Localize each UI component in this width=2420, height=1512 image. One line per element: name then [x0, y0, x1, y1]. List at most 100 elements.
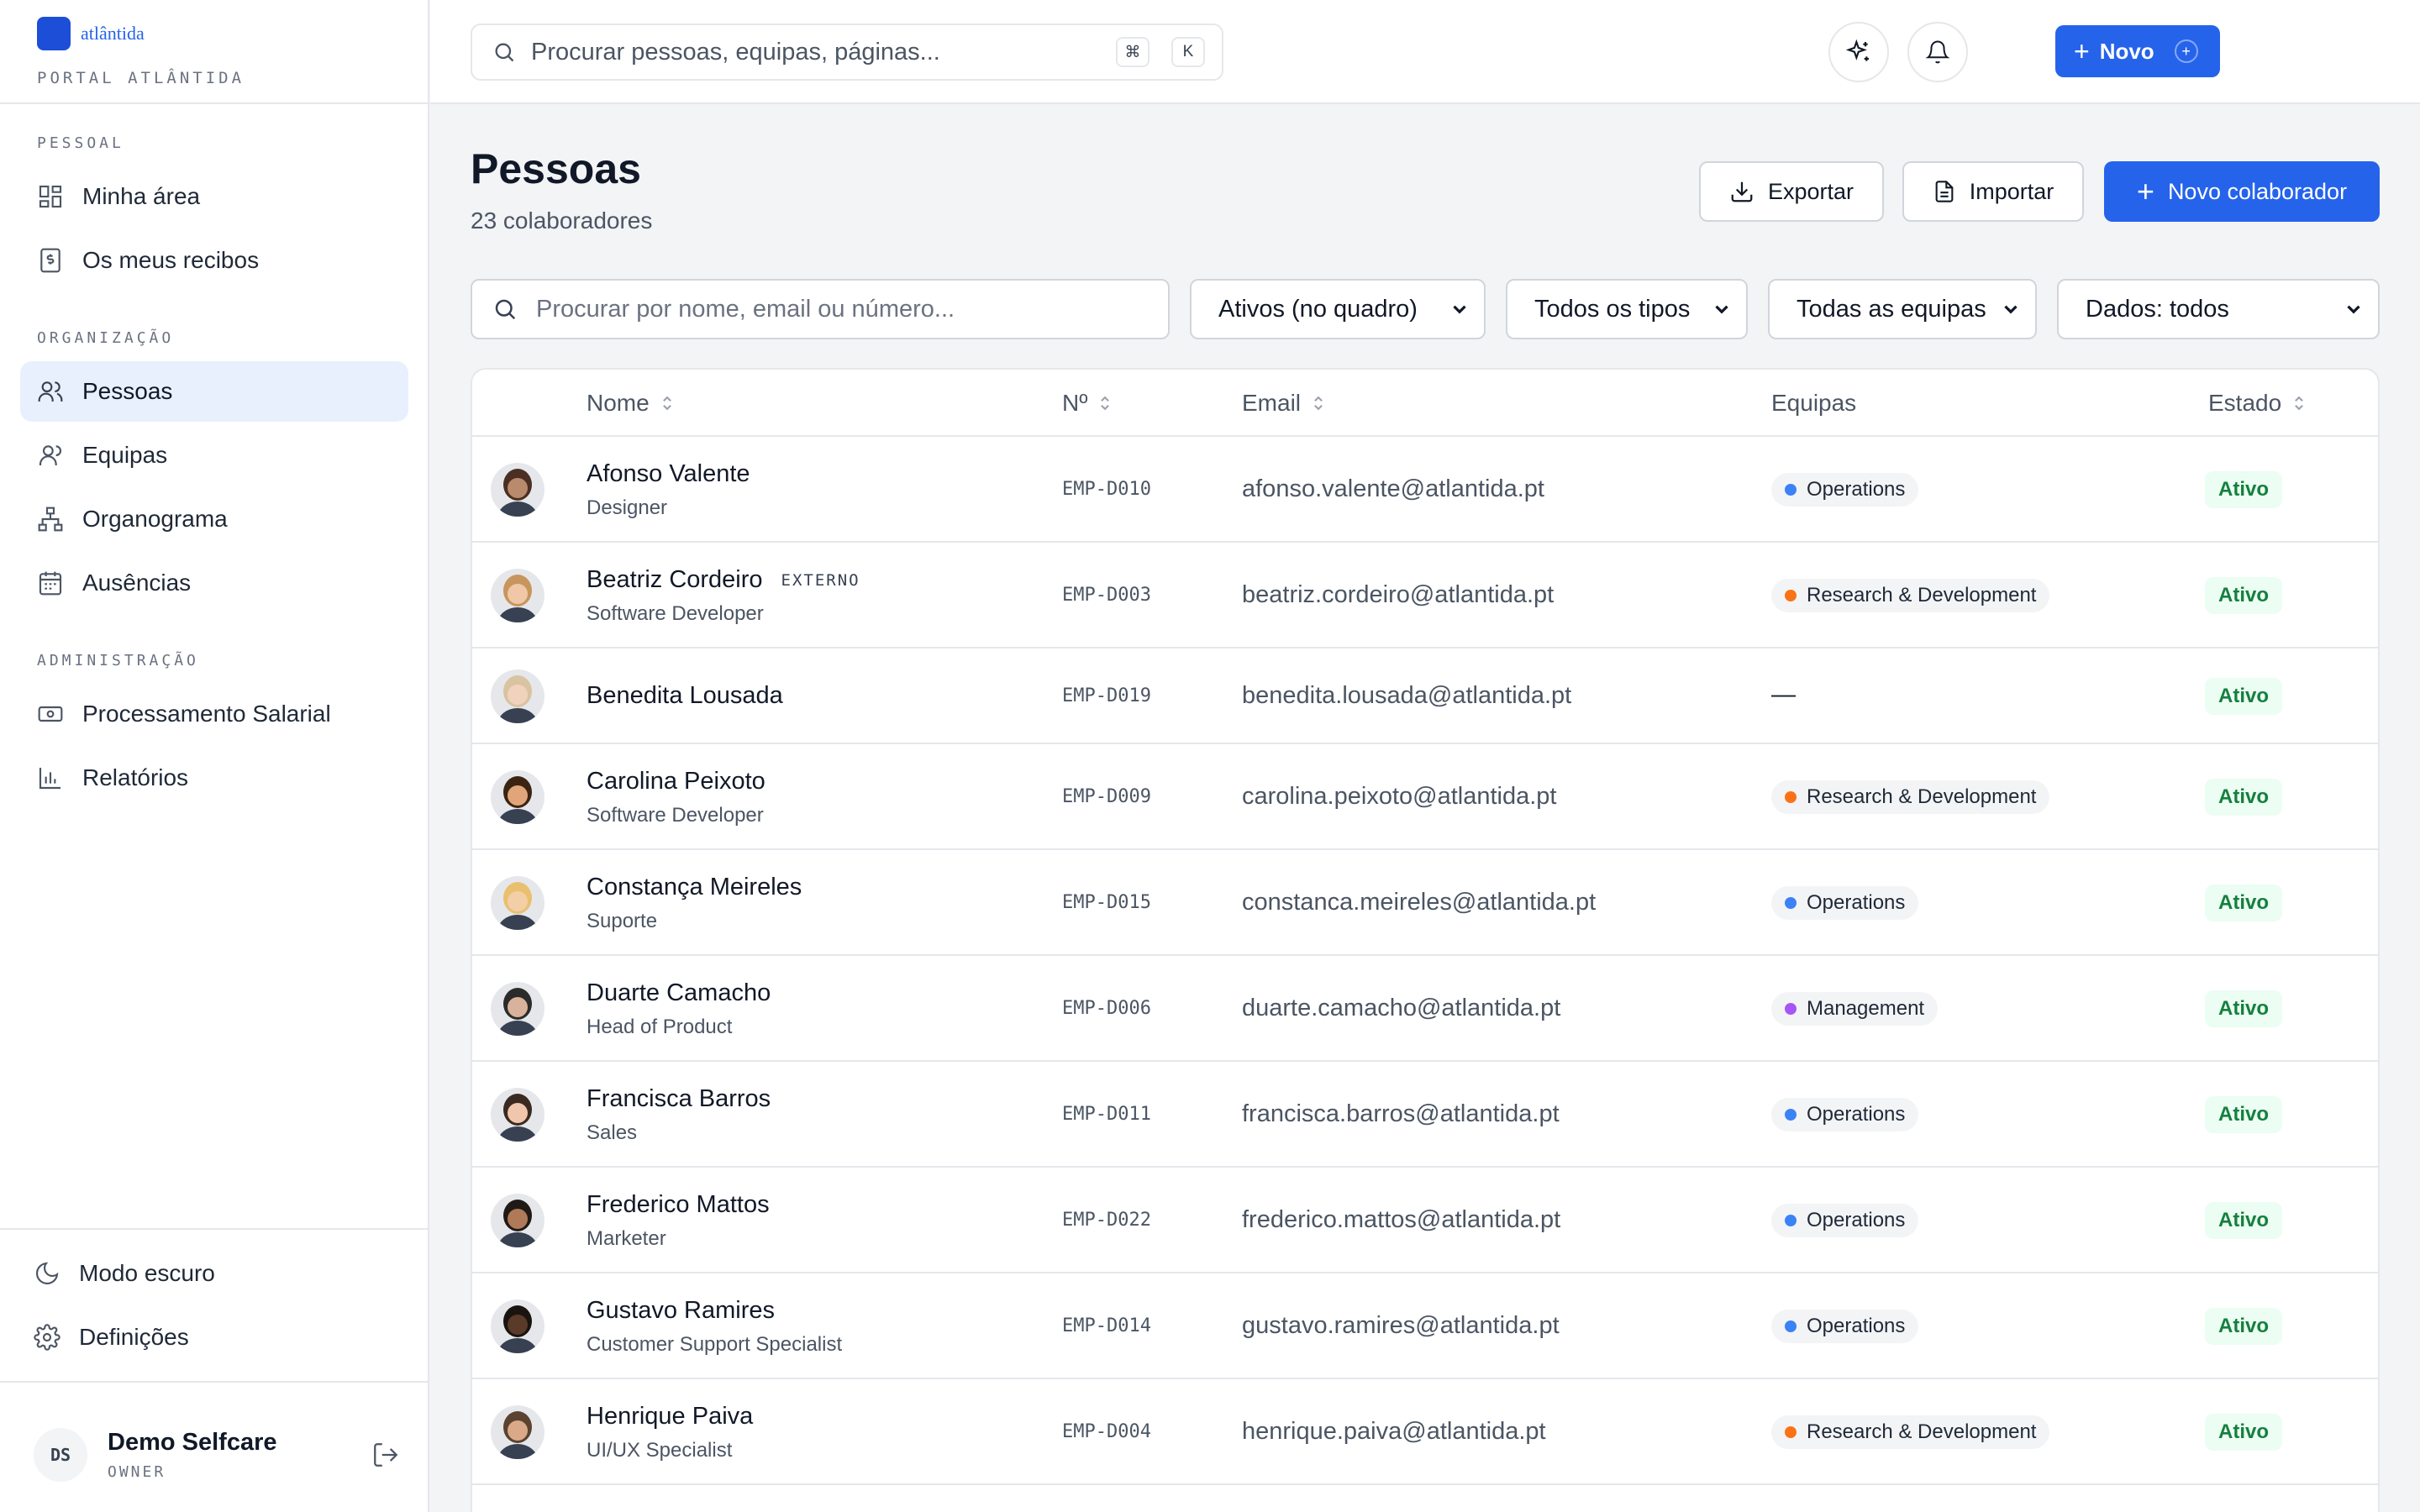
payroll-icon [38, 706, 63, 722]
team-color-dot [1785, 484, 1797, 496]
person-role: Software Developer [587, 804, 764, 827]
column-number-label: Nº [1062, 390, 1088, 416]
team-color-dot [1785, 897, 1797, 909]
employee-email: constanca.meireles@atlantida.pt [1242, 889, 1597, 916]
column-header-email[interactable]: Email [1242, 370, 1326, 437]
new-button-label: Novo [2099, 38, 2154, 64]
status-badge: Ativo [2205, 990, 2282, 1027]
table-row[interactable]: Henrique Paiva UI/UX Specialist EMP-D004 he… [472, 1379, 2378, 1485]
sort-icon [2295, 396, 2304, 411]
employee-number: EMP-D011 [1062, 1104, 1151, 1125]
person-role: UI/UX Specialist [587, 1439, 733, 1462]
import-button[interactable]: Importar [1902, 161, 2084, 222]
column-header-name[interactable]: Nome [587, 370, 675, 437]
person-name[interactable]: Constança Meireles [587, 874, 802, 900]
sidebar-item-minha-area[interactable]: Minha área [20, 166, 408, 227]
dark-mode-label: Modo escuro [79, 1260, 215, 1286]
employee-number: EMP-D006 [1062, 998, 1151, 1019]
moon-icon [36, 1262, 59, 1284]
team-badge: Operations [1771, 886, 1919, 920]
employee-number: EMP-D019 [1062, 685, 1151, 706]
status-filter-select[interactable]: Ativos (no quadro) [1190, 279, 1486, 339]
team-badge: Operations [1771, 1204, 1919, 1237]
table-row[interactable]: Constança Meireles Suporte EMP-D015 constan… [472, 850, 2378, 956]
type-filter-select[interactable]: Todos os tipos [1506, 279, 1748, 339]
org-chart-icon [38, 507, 63, 532]
column-header-number[interactable]: Nº [1062, 370, 1113, 437]
global-search-input[interactable]: Procurar pessoas, equipas, páginas... ⌘ … [471, 24, 1223, 81]
status-badge: Ativo [2205, 1414, 2282, 1451]
sidebar-item-equipas[interactable]: Equipas [20, 425, 408, 486]
person-name[interactable]: Benedita Lousada [587, 682, 783, 709]
column-name-label: Nome [587, 390, 650, 416]
search-icon [495, 43, 514, 62]
person-name[interactable]: Carolina Peixoto [587, 768, 765, 795]
export-button[interactable]: Exportar [1699, 161, 1884, 222]
team-name: Operations [1807, 478, 1906, 501]
sidebar-item-pessoas[interactable]: Pessoas [20, 361, 408, 422]
table-row[interactable]: Frederico Mattos Marketer EMP-D022 frederic… [472, 1168, 2378, 1273]
table-row[interactable]: Beatriz Cordeiro EXTERNO Software Develope… [472, 543, 2378, 648]
sidebar-item-processamento-salarial[interactable]: Processamento Salarial [20, 684, 408, 744]
table-row[interactable]: Duarte Camacho Head of Product EMP-D006 dua… [472, 956, 2378, 1062]
person-name[interactable]: Henrique Paiva [587, 1403, 754, 1430]
chevron-down-icon [1715, 305, 1728, 314]
new-button[interactable]: + Novo + [2055, 25, 2220, 77]
sidebar-item-recibos[interactable]: Os meus recibos [20, 230, 408, 291]
employee-number: EMP-D022 [1062, 1210, 1151, 1231]
status-filter-value: Ativos (no quadro) [1218, 295, 1418, 323]
settings-link[interactable]: Definições [17, 1307, 405, 1368]
dark-mode-toggle[interactable]: Modo escuro [17, 1243, 405, 1304]
import-label: Importar [1969, 178, 2054, 204]
sidebar-item-label: Equipas [82, 442, 168, 468]
person-role: Suporte [587, 910, 658, 932]
table-row[interactable]: Benedita Lousada EMP-D019 benedita.lousada… [472, 648, 2378, 744]
avatar [491, 1088, 544, 1142]
table-row[interactable]: Afonso Valente Designer EMP-D010 afonso.val… [472, 437, 2378, 543]
employee-number: EMP-D004 [1062, 1421, 1151, 1442]
sidebar-item-label: Minha área [82, 183, 201, 209]
people-search-placeholder: Procurar por nome, email ou número... [536, 295, 955, 323]
person-name[interactable]: Afonso Valente [587, 460, 750, 487]
sidebar-item-relatorios[interactable]: Relatórios [20, 748, 408, 808]
table-row[interactable]: Gustavo Ramires Customer Support Speciali… [472, 1273, 2378, 1379]
person-name[interactable]: Francisca Barros [587, 1085, 771, 1112]
ai-sparkle-button[interactable] [1828, 22, 1889, 82]
person-name[interactable]: Gustavo Ramires [587, 1297, 776, 1324]
table-row[interactable]: Carolina Peixoto Software Developer EMP-D0… [472, 744, 2378, 850]
global-search-placeholder: Procurar pessoas, equipas, páginas... [531, 38, 940, 66]
team-name: Operations [1807, 891, 1906, 914]
employee-number: EMP-D015 [1062, 892, 1151, 913]
column-header-status[interactable]: Estado [2208, 370, 2307, 437]
data-filter-select[interactable]: Dados: todos [2057, 279, 2380, 339]
person-name[interactable]: Duarte Camacho [587, 979, 771, 1006]
team-name: Research & Development [1807, 1420, 2037, 1443]
column-teams-label: Equipas [1771, 390, 1857, 416]
person-cell: Gustavo Ramires Customer Support Speciali… [587, 1297, 842, 1357]
plus-icon: + [2136, 174, 2154, 208]
new-shortcut-badge: + [2174, 39, 2198, 63]
brand-name: atlântida [81, 23, 145, 44]
logout-icon[interactable] [371, 1441, 400, 1469]
portal-title: PORTAL ATLÂNTIDA [37, 69, 245, 87]
person-name[interactable]: Beatriz Cordeiro [587, 566, 763, 593]
avatar [491, 569, 544, 622]
avatar [491, 770, 544, 824]
team-filter-select[interactable]: Todas as equipas [1768, 279, 2037, 339]
bell-icon [1925, 40, 1950, 64]
topbar: Procurar pessoas, equipas, páginas... ⌘ … [430, 0, 2420, 104]
new-collaborator-button[interactable]: + Novo colaborador [2104, 161, 2380, 222]
sidebar-item-ausencias[interactable]: Ausências [20, 553, 408, 613]
notifications-button[interactable] [1907, 22, 1968, 82]
data-filter-value: Dados: todos [2086, 295, 2229, 323]
people-search-input[interactable]: Procurar por nome, email ou número... [471, 279, 1170, 339]
person-name[interactable]: Frederico Mattos [587, 1191, 770, 1218]
team-color-dot [1785, 791, 1797, 803]
sidebar-item-organograma[interactable]: Organograma [20, 489, 408, 549]
brand-logo[interactable] [37, 17, 71, 50]
user-avatar[interactable]: DS [34, 1428, 87, 1482]
person-cell: Carolina Peixoto Software Developer [587, 768, 765, 827]
table-row[interactable]: Francisca Barros Sales EMP-D011 francisca.b… [472, 1062, 2378, 1168]
status-badge: Ativo [2205, 1308, 2282, 1345]
employee-email: frederico.mattos@atlantida.pt [1242, 1206, 1561, 1233]
